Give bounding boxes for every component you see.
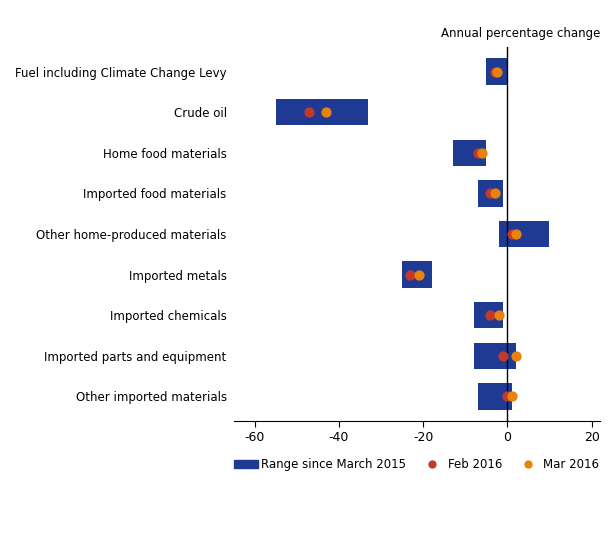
Bar <box>453 140 486 166</box>
Point <box>511 229 521 238</box>
Point <box>486 311 496 320</box>
Text: Annual percentage change: Annual percentage change <box>440 27 600 39</box>
Point <box>507 229 517 238</box>
Bar <box>474 342 516 369</box>
Bar <box>276 99 368 126</box>
Legend: Range since March 2015, Feb 2016, Mar 2016: Range since March 2015, Feb 2016, Mar 20… <box>234 458 600 471</box>
Point <box>490 67 499 76</box>
Bar <box>474 302 503 328</box>
Point <box>502 392 512 401</box>
Point <box>414 270 424 279</box>
Point <box>507 392 517 401</box>
Point <box>473 148 483 157</box>
Bar <box>478 180 503 207</box>
Point <box>498 352 508 360</box>
Point <box>494 311 504 320</box>
Point <box>321 108 331 116</box>
Bar <box>499 221 549 247</box>
Point <box>486 189 496 197</box>
Bar <box>402 261 432 288</box>
Point <box>492 67 502 76</box>
Point <box>477 148 487 157</box>
Point <box>490 189 499 197</box>
Bar <box>486 58 507 85</box>
Point <box>511 352 521 360</box>
Point <box>304 108 314 116</box>
Bar <box>478 383 512 410</box>
Point <box>405 270 415 279</box>
